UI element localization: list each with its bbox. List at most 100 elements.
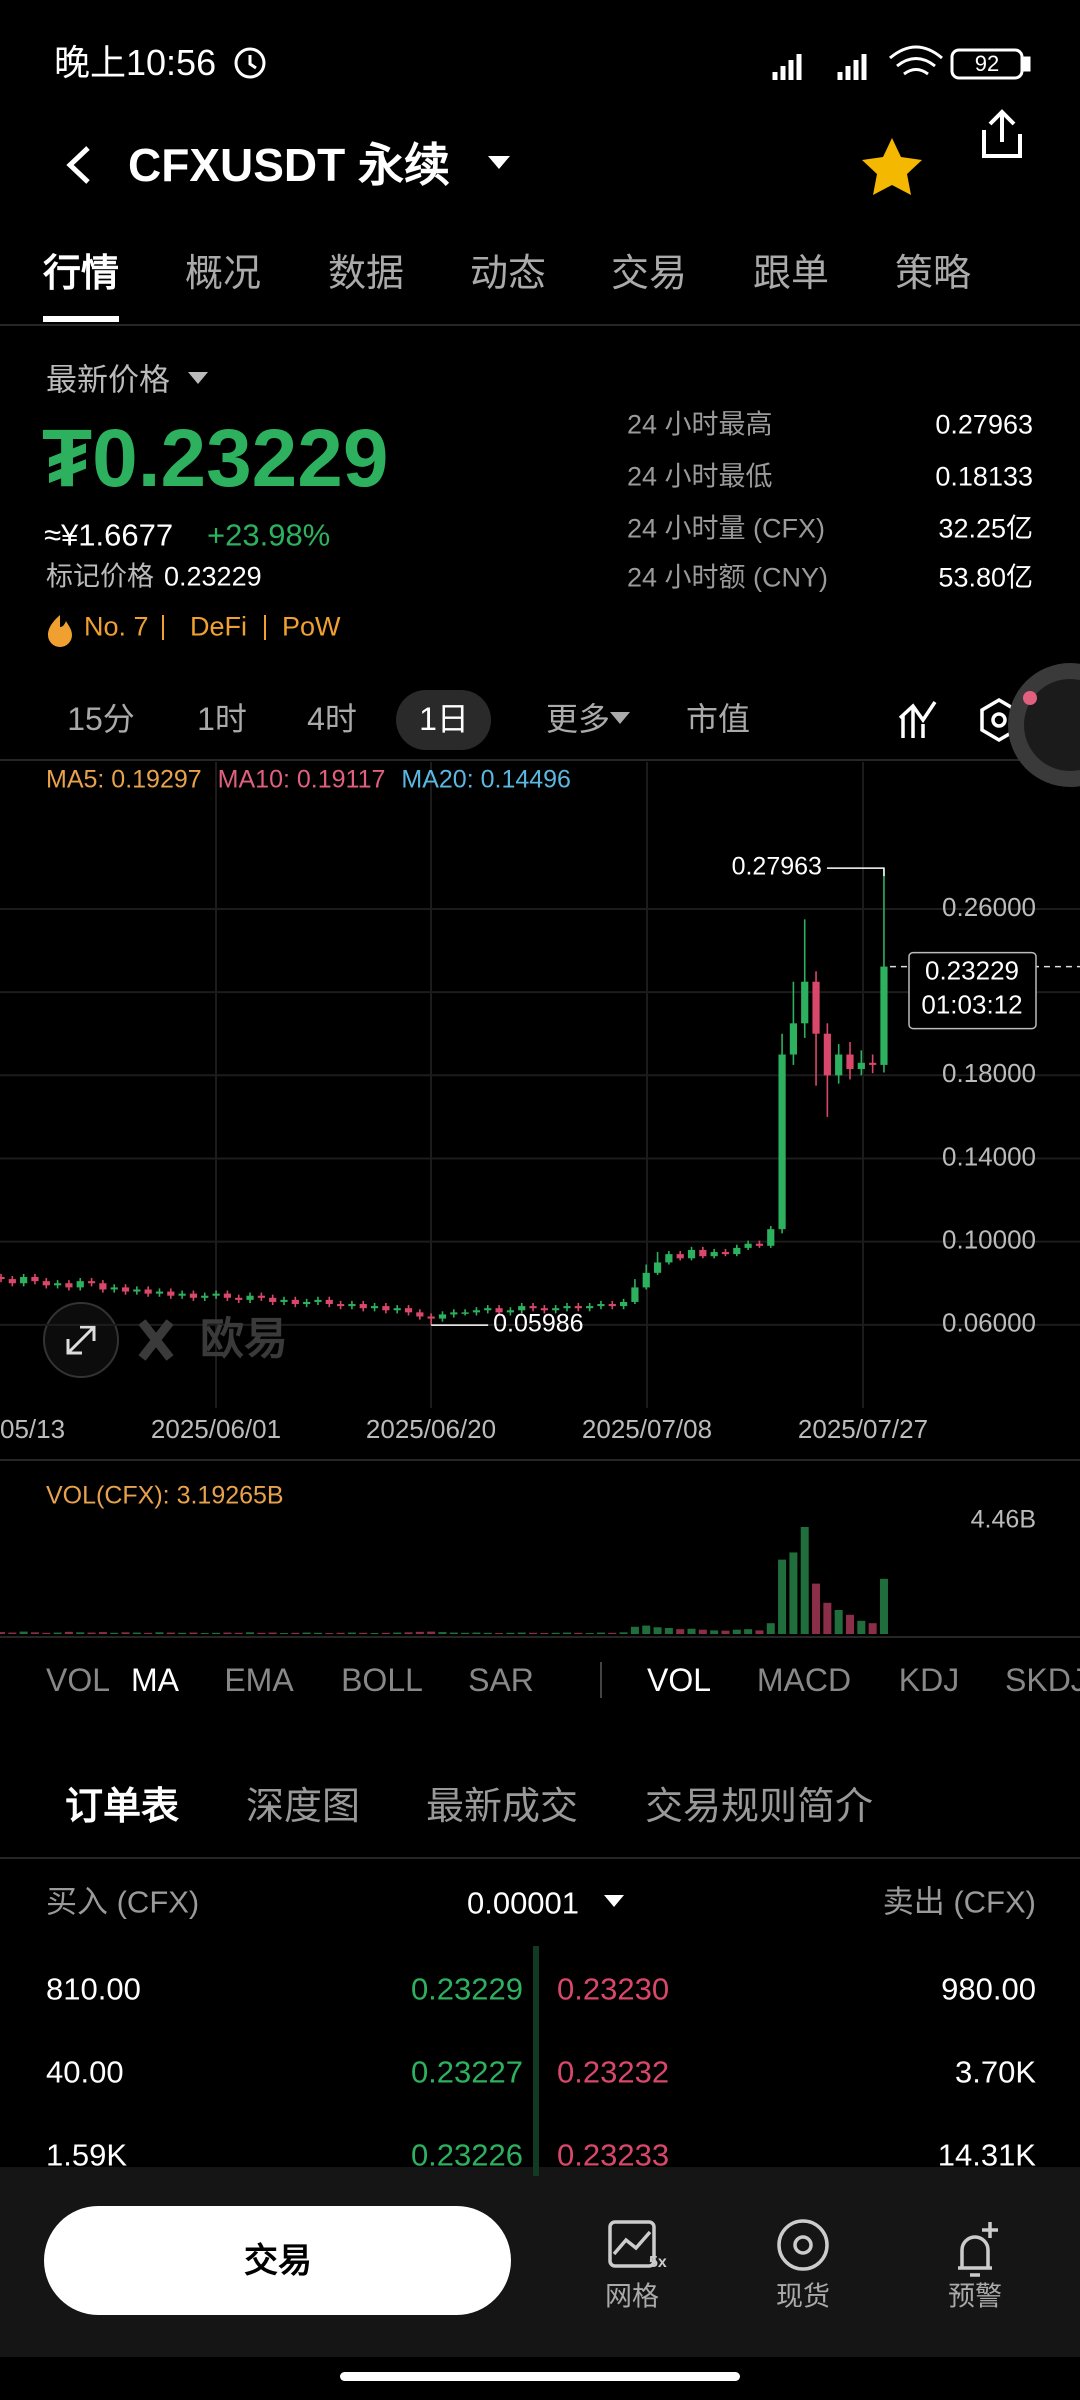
- volume-bar: [563, 1632, 571, 1634]
- volume-bar: [144, 1632, 153, 1634]
- bid-amount: 810.00: [46, 1971, 141, 2007]
- stat-value: 32.25亿: [938, 513, 1033, 544]
- indicator-icon[interactable]: [898, 701, 937, 738]
- candle-body: [597, 1304, 605, 1307]
- candle-body: [87, 1281, 96, 1284]
- nav-label[interactable]: 现货: [776, 2281, 830, 2312]
- favorite-star[interactable]: [862, 138, 922, 195]
- volume-bar: [132, 1632, 141, 1634]
- caret[interactable]: [610, 712, 630, 724]
- x-tick-label: 2025/07/08: [582, 1414, 712, 1444]
- candle-body: [744, 1243, 752, 1248]
- indicator[interactable]: MA: [131, 1662, 179, 1698]
- candle-body: [0, 1276, 5, 1280]
- timeframe[interactable]: 1日: [419, 701, 469, 737]
- indicator[interactable]: VOL: [646, 1662, 712, 1698]
- nav-icons[interactable]: [608, 2219, 998, 2277]
- indicator[interactable]: SKDJ: [1005, 1662, 1080, 1698]
- caret[interactable]: [604, 1895, 624, 1907]
- tab[interactable]: 行情: [42, 253, 120, 295]
- y-tick-label: 0.06000: [942, 1308, 1036, 1338]
- back-arrow[interactable]: [66, 146, 90, 184]
- tab[interactable]: 策略: [894, 253, 972, 295]
- volume-bar: [721, 1630, 730, 1634]
- volume-bar: [449, 1632, 458, 1634]
- timeframe[interactable]: 15分: [67, 701, 135, 737]
- timeframe[interactable]: 4时: [307, 701, 357, 737]
- stat-value: 53.80亿: [938, 562, 1033, 593]
- trade-button[interactable]: [44, 2206, 511, 2315]
- volume-tick-label: 4.46B: [971, 1506, 1036, 1534]
- volume-bar: [19, 1631, 28, 1634]
- candle-body: [121, 1287, 130, 1292]
- mark-label: 标记价格: [46, 561, 154, 592]
- volume-bar: [744, 1629, 753, 1634]
- depth-bar: [533, 1946, 539, 2176]
- nav-label[interactable]: 网格: [605, 2281, 659, 2312]
- volume-bar: [574, 1632, 583, 1634]
- grid-badge: 5x: [649, 2254, 667, 2271]
- volume-bar: [200, 1633, 209, 1634]
- indicator[interactable]: KDJ: [898, 1662, 960, 1698]
- tab[interactable]: 概况: [184, 253, 262, 295]
- max-leader: [826, 867, 885, 877]
- y-tick-label: 0.10000: [942, 1225, 1036, 1255]
- symbol-title[interactable]: CFXUSDT 永续: [128, 139, 450, 191]
- candle-body: [189, 1293, 198, 1298]
- tab[interactable]: 跟单: [752, 253, 830, 295]
- indicator[interactable]: EMA: [224, 1662, 294, 1698]
- candle-body: [416, 1312, 424, 1317]
- bid-price: 0.23229: [410, 1971, 523, 2007]
- ask-price: 0.23230: [557, 1971, 670, 2007]
- stat-label: 24 小时最低: [627, 461, 773, 492]
- nav-label[interactable]: 预警: [948, 2281, 1002, 2312]
- expand-icon[interactable]: [66, 1325, 96, 1355]
- candle-body: [223, 1293, 231, 1298]
- timeframe[interactable]: 市值: [685, 701, 751, 737]
- indicator[interactable]: BOLL: [341, 1662, 423, 1698]
- book-tab[interactable]: 订单表: [64, 1786, 180, 1828]
- volume-bar: [585, 1633, 594, 1634]
- volume-bar: [698, 1629, 707, 1634]
- book-tab[interactable]: 交易规则简介: [644, 1786, 874, 1828]
- share-icon[interactable]: [982, 109, 1022, 158]
- precision[interactable]: 0.00001: [466, 1885, 580, 1921]
- volume-bar: [291, 1632, 300, 1634]
- candle-body: [54, 1283, 62, 1286]
- candle-body: [563, 1306, 571, 1309]
- candle-body: [812, 981, 820, 1034]
- volume-bar: [834, 1610, 843, 1634]
- flame-icon: [48, 615, 72, 647]
- volume-bar: [642, 1625, 651, 1634]
- stat-value: 0.27963: [935, 409, 1033, 440]
- trade-button-label[interactable]: 交易: [244, 2242, 312, 2280]
- floating-widget-core[interactable]: [1024, 679, 1080, 771]
- dropdown-caret[interactable]: [488, 156, 510, 169]
- candle-body: [495, 1308, 503, 1313]
- indicator[interactable]: VOL: [46, 1662, 111, 1698]
- book-tab[interactable]: 最新成交: [425, 1786, 579, 1828]
- volume-bar: [166, 1632, 175, 1634]
- min-label: 0.05986: [493, 1310, 583, 1338]
- volume-bar: [257, 1632, 266, 1634]
- bid-price: 0.23226: [410, 2137, 523, 2173]
- candle-body: [325, 1299, 333, 1305]
- indicator[interactable]: MACD: [756, 1662, 852, 1698]
- indicator[interactable]: SAR: [468, 1662, 534, 1698]
- tab[interactable]: 数据: [327, 253, 405, 295]
- price-label: 最新价格: [46, 362, 170, 398]
- bid-header: 买入 (CFX): [46, 1884, 200, 1920]
- candle-body: [348, 1304, 356, 1307]
- tab[interactable]: 交易: [610, 253, 688, 295]
- book-tab[interactable]: 深度图: [245, 1786, 361, 1828]
- timeframe[interactable]: 更多: [545, 701, 611, 737]
- ask-price: 0.23232: [557, 2054, 670, 2090]
- timeframe[interactable]: 1时: [197, 701, 247, 737]
- x-tick-label: 05/13: [0, 1414, 65, 1444]
- y-tick-label: 0.18000: [942, 1058, 1036, 1088]
- tab[interactable]: 动态: [469, 253, 547, 295]
- candle-body: [291, 1299, 299, 1305]
- volume-bar: [506, 1632, 515, 1634]
- ma-legend: MA5: 0.19297: [46, 765, 202, 794]
